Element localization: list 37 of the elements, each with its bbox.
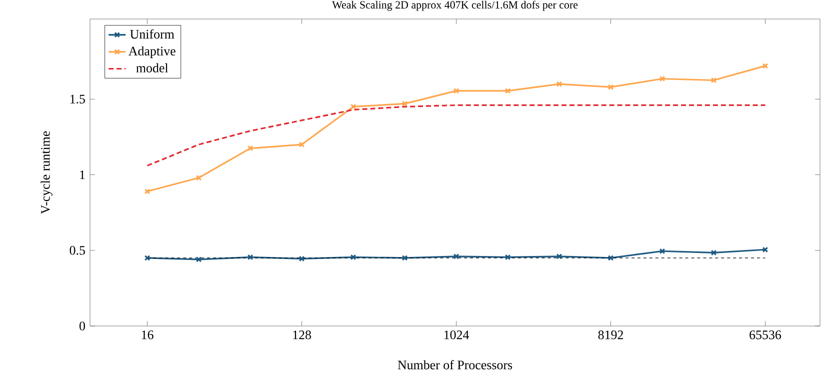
x-tick-label: 1024 <box>444 330 470 340</box>
y-tick-label: 0.5 <box>70 246 85 255</box>
point <box>402 100 408 107</box>
legend-label: Uniform <box>130 29 174 39</box>
point <box>453 254 460 260</box>
point <box>247 254 254 260</box>
point <box>504 254 511 260</box>
y-tick-label: 1.5 <box>70 94 85 104</box>
point <box>556 81 562 87</box>
point <box>402 255 408 261</box>
point <box>298 256 305 262</box>
x-tick-label: 65536 <box>750 330 782 340</box>
x-tick-label: 128 <box>293 330 311 340</box>
x-tick-label: 16 <box>142 330 154 340</box>
point <box>710 250 717 256</box>
point <box>710 77 717 84</box>
point <box>350 104 356 110</box>
y-tick-label: 0 <box>80 322 85 330</box>
point <box>247 145 254 152</box>
legend-label: model <box>136 63 168 72</box>
point <box>196 256 202 262</box>
point <box>608 84 614 90</box>
point <box>659 248 666 254</box>
x-axis-title: Number of Processors <box>398 360 512 370</box>
point <box>504 88 511 94</box>
legend-label: Adaptive <box>128 46 176 58</box>
point <box>298 142 305 148</box>
point <box>659 76 666 82</box>
chart-title: Weak Scaling 2D approx 407K cells/1.6M dofs per core <box>332 0 578 11</box>
y-axis-title: V-cycle runtime <box>40 131 52 214</box>
point <box>556 254 562 260</box>
point <box>453 88 460 94</box>
x-tick-label: 8192 <box>598 330 623 340</box>
point <box>350 254 356 260</box>
point <box>608 255 614 261</box>
point <box>196 174 202 181</box>
y-tick-label: 1 <box>80 170 85 180</box>
